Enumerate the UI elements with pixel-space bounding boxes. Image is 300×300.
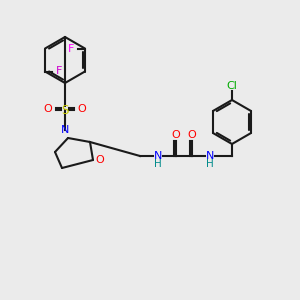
Text: S: S [61, 103, 69, 116]
Text: O: O [188, 130, 196, 140]
Text: O: O [44, 104, 52, 114]
Text: O: O [78, 104, 86, 114]
Text: H: H [206, 159, 214, 169]
Text: O: O [172, 130, 180, 140]
Text: O: O [96, 155, 104, 165]
Text: N: N [61, 125, 69, 135]
Text: N: N [206, 151, 214, 161]
Text: H: H [154, 159, 162, 169]
Text: N: N [154, 151, 162, 161]
Text: Cl: Cl [226, 81, 237, 91]
Text: F: F [68, 44, 74, 53]
Text: F: F [56, 67, 62, 76]
